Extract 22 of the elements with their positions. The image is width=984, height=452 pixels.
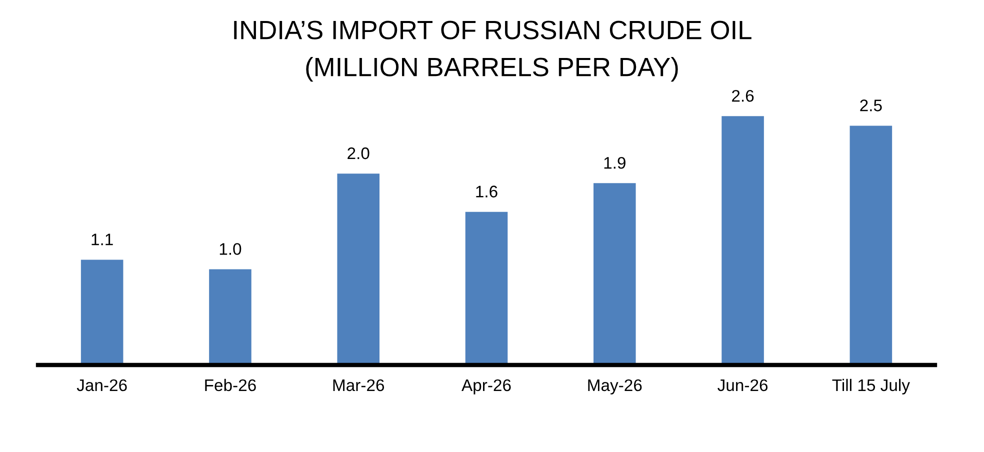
bar: [465, 212, 508, 365]
x-tick-label: Feb-26: [205, 378, 256, 392]
data-label: 1.1: [92, 234, 113, 246]
bar: [337, 174, 380, 365]
bar: [722, 116, 764, 365]
data-label: 2.0: [348, 147, 370, 160]
x-tick-label: Mar-26: [333, 379, 384, 392]
data-label: 1.6: [476, 186, 498, 198]
x-tick-label: Jun-26: [718, 379, 768, 392]
bar: [850, 126, 892, 365]
data-label: 2.5: [860, 100, 882, 112]
x-tick-label: May-26: [588, 379, 642, 394]
data-label: 1.9: [604, 156, 626, 169]
bar: [209, 269, 252, 365]
data-label: 2.6: [732, 90, 754, 102]
x-tick-label: Till 15 July: [832, 378, 910, 394]
data-label: 1.0: [220, 243, 242, 255]
bar: [80, 260, 124, 365]
bar: [594, 183, 636, 365]
chart-title: INDIA’S IMPORT OF RUSSIAN CRUDE OIL (MILLION BARRELS PER DAY): [234, 20, 752, 82]
x-tick-label: Jan-26: [76, 379, 127, 392]
x-tick-label: Apr-26: [462, 379, 511, 394]
